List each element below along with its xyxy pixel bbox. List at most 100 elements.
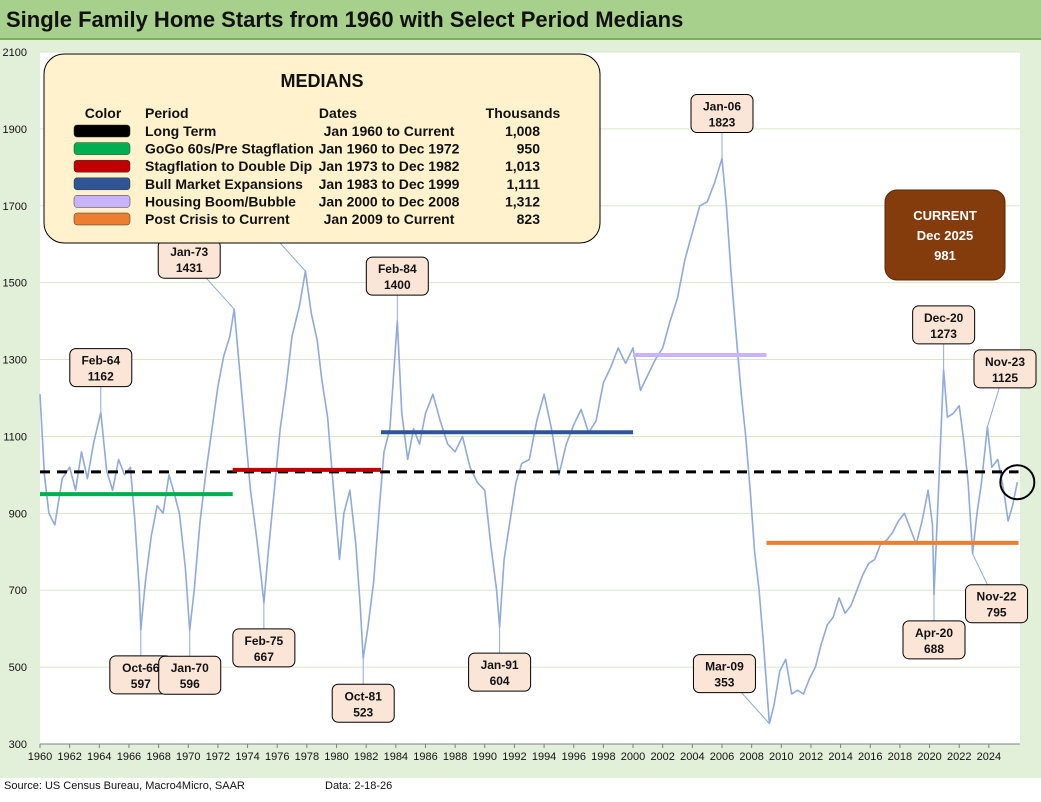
y-tick-label: 2100 — [3, 47, 27, 59]
current-box-line2: Dec 2025 — [917, 228, 973, 243]
annotation-value-0: 1162 — [88, 370, 114, 384]
current-box: CURRENT Dec 2025 981 — [884, 189, 1006, 281]
annotation-box-11 — [902, 620, 966, 660]
legend-period-3: Bull Market Expansions — [145, 176, 303, 192]
annotation-date-6: Oct-81 — [345, 689, 383, 703]
annotation-box-10 — [692, 654, 756, 694]
legend-swatch-4 — [73, 195, 131, 208]
annotation-box-0 — [69, 348, 133, 388]
current-marker-circle — [999, 464, 1036, 501]
x-tick-label: 1988 — [443, 751, 467, 763]
annotation-date-10: Mar-09 — [705, 660, 744, 674]
x-tick-label: 1994 — [532, 751, 556, 763]
annotation-date-1: Oct-66 — [122, 661, 160, 675]
annotation-date-7: Feb-84 — [378, 262, 417, 276]
annotation-box-9 — [690, 93, 754, 133]
annotation-box-12 — [912, 305, 976, 345]
y-tick-label: 1500 — [3, 278, 27, 290]
x-tick-label: 1966 — [117, 751, 141, 763]
annotation-value-10: 353 — [714, 676, 734, 690]
annotation-value-4: 667 — [254, 650, 274, 664]
x-tick-label: 2004 — [680, 751, 704, 763]
legend-period-0: Long Term — [145, 123, 216, 139]
x-tick-label: 1998 — [591, 751, 615, 763]
annotation-date-2: Jan-70 — [171, 661, 209, 675]
legend-value-1: 950 — [517, 141, 541, 157]
y-tick-label: 1700 — [3, 201, 27, 213]
x-tick-label: 2006 — [710, 751, 734, 763]
x-tick-label: 1980 — [324, 751, 348, 763]
legend-value-2: 1,013 — [505, 158, 540, 174]
annotation-date-12: Dec-20 — [924, 311, 964, 325]
x-tick-label: 1976 — [265, 751, 289, 763]
y-axis-ticks: 300 500 700 900 1100 1300 1500 1700 1900 2100 — [3, 47, 27, 751]
x-tick-label: 1978 — [295, 751, 319, 763]
x-tick-label: 2012 — [799, 751, 823, 763]
legend-col-value: Thousands — [486, 105, 561, 121]
annotation-date-8: Jan-91 — [481, 658, 519, 672]
legend-dates-3: Jan 1983 to Dec 1999 — [319, 176, 460, 192]
annotation-value-14: 1125 — [992, 371, 1018, 385]
x-tick-label: 1990 — [473, 751, 497, 763]
annotation-date-9: Jan-06 — [703, 99, 741, 113]
footer-source: Source: US Census Bureau, Macro4Micro, S… — [4, 780, 245, 792]
x-tick-label: 2000 — [621, 751, 645, 763]
series-layer — [39, 157, 1019, 725]
x-tick-label: 2010 — [769, 751, 793, 763]
legend-value-4: 1,312 — [505, 193, 540, 209]
annotation-date-11: Apr-20 — [915, 626, 953, 640]
x-tick-label: 1974 — [235, 751, 259, 763]
annotation-box-2 — [158, 655, 222, 695]
x-tick-label: 1962 — [57, 751, 81, 763]
x-tick-label: 1972 — [206, 751, 230, 763]
annotation-value-7: 1400 — [384, 278, 411, 292]
series-line-0 — [39, 157, 1019, 725]
legend-dates-2: Jan 1973 to Dec 1982 — [319, 158, 460, 174]
annotation-box-4 — [232, 628, 296, 668]
annotation-box-14 — [973, 349, 1037, 389]
x-tick-label: 1996 — [561, 751, 585, 763]
annotation-value-12: 1273 — [930, 327, 957, 341]
legend-box — [43, 53, 601, 244]
annotation-value-2: 596 — [180, 677, 200, 691]
legend-swatch-2 — [73, 159, 131, 173]
annotation-box-8 — [468, 652, 532, 692]
legend-heading: MEDIANS — [280, 71, 363, 91]
legend-value-5: 823 — [517, 211, 541, 227]
legend-period-1: GoGo 60s/Pre Stagflation — [145, 141, 314, 157]
current-box-bg — [884, 189, 1006, 281]
x-tick-label: 1986 — [413, 751, 437, 763]
y-tick-label: 300 — [9, 739, 27, 751]
legend-col-dates: Dates — [319, 105, 357, 121]
x-tick-label: 1992 — [502, 751, 526, 763]
annotation-value-8: 604 — [490, 674, 510, 688]
x-tick-label: 2016 — [858, 751, 882, 763]
x-tick-label: 2014 — [828, 751, 852, 763]
annotation-date-3: Jan-73 — [170, 245, 208, 259]
legend-col-color: Color — [85, 105, 122, 121]
annotation-date-0: Feb-64 — [81, 354, 120, 368]
annotation-value-13: 795 — [987, 606, 1007, 620]
annotation-date-14: Nov-23 — [985, 355, 1025, 369]
current-box-line1: CURRENT — [913, 208, 977, 223]
x-tick-label: 1964 — [87, 751, 111, 763]
median-lines — [40, 352, 1019, 545]
footer-date: Data: 2-18-26 — [325, 780, 393, 792]
annotation-value-9: 1823 — [709, 115, 736, 129]
chart-title: Single Family Home Starts from 1960 with… — [6, 7, 684, 32]
legend-dates-1: Jan 1960 to Dec 1972 — [319, 141, 460, 157]
annotations: Feb-64 1162 Oct-66 597 Jan-70 596 Jan-73 1431 Fe… — [69, 93, 1037, 724]
annotation-value-3: 1431 — [176, 261, 203, 275]
x-tick-label: 1982 — [354, 751, 378, 763]
annotation-box-13 — [965, 584, 1029, 624]
x-tick-label: 2002 — [650, 751, 674, 763]
y-tick-label: 500 — [9, 662, 27, 674]
annotation-value-11: 688 — [924, 642, 944, 656]
legend-swatch-0 — [73, 124, 131, 138]
annotation-box-7 — [365, 256, 429, 296]
current-box-line3: 981 — [934, 248, 956, 263]
x-tick-label: 2022 — [947, 751, 971, 763]
x-axis-ticks: 1960 1962 1964 1966 1968 1970 1972 1974 1976 1978… — [28, 743, 1020, 763]
x-tick-label: 2024 — [977, 751, 1001, 763]
legend-value-0: 1,008 — [505, 123, 540, 139]
